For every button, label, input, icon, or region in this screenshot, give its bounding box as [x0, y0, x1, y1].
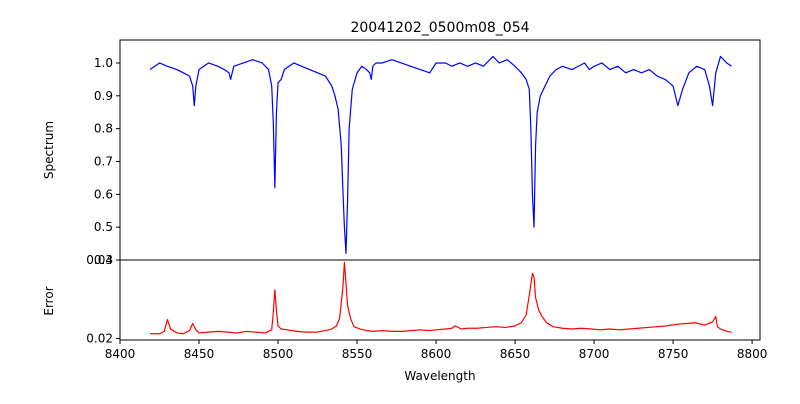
- error-y-tick-label: 0.03: [86, 253, 113, 267]
- spectrum-y-tick-label: 0.4: [94, 253, 113, 267]
- error-y-axis: 0.02 0.03: [86, 253, 120, 345]
- spectrum-y-tick-label: 0.8: [94, 122, 113, 136]
- x-tick-label: 8450: [184, 347, 215, 361]
- spectrum-y-label: Spectrum: [42, 121, 56, 179]
- wavelength-x-axis: 8400 8450 8500 8550 8600 8650 8700 8750 8800: [105, 340, 768, 361]
- error-axes-frame: [119, 259, 761, 341]
- x-tick-label: 8700: [579, 347, 610, 361]
- x-tick-label: 8550: [342, 347, 373, 361]
- spectrum-y-axis: 0.4 0.5 0.6 0.7 0.8 0.9 1.0: [94, 56, 120, 267]
- spectrum-panel: 0.4 0.5 0.6 0.7 0.8 0.9 1.0 Spectrum: [42, 39, 761, 267]
- chart-title: 20041202_0500m08_054: [350, 20, 529, 36]
- x-tick-label: 8400: [105, 347, 136, 361]
- x-tick-label: 8500: [263, 347, 294, 361]
- x-tick-label: 8650: [500, 347, 531, 361]
- spectrum-y-tick-label: 0.6: [94, 187, 113, 201]
- error-line-0: [150, 261, 732, 335]
- spectrum-y-tick-label: 1.0: [94, 56, 113, 70]
- spectrum-y-tick-label: 0.7: [94, 154, 113, 168]
- spectrum-line-0: [149, 55, 732, 255]
- x-tick-label: 8600: [421, 347, 452, 361]
- error-panel: 0.02 0.03 8400 8450 8500 8550 8600 8650 8700 875…: [42, 253, 767, 383]
- spectrum-y-tick-label: 0.5: [94, 220, 113, 234]
- error-series-layer: [150, 261, 732, 335]
- x-tick-label: 8750: [658, 347, 689, 361]
- x-axis-label: Wavelength: [404, 369, 475, 383]
- spectrum-y-tick-label: 0.9: [94, 89, 113, 103]
- error-y-label: Error: [42, 286, 56, 315]
- x-tick-label: 8800: [737, 347, 768, 361]
- error-y-tick-label: 0.02: [86, 331, 113, 345]
- spectrum-series-layer: [149, 55, 732, 255]
